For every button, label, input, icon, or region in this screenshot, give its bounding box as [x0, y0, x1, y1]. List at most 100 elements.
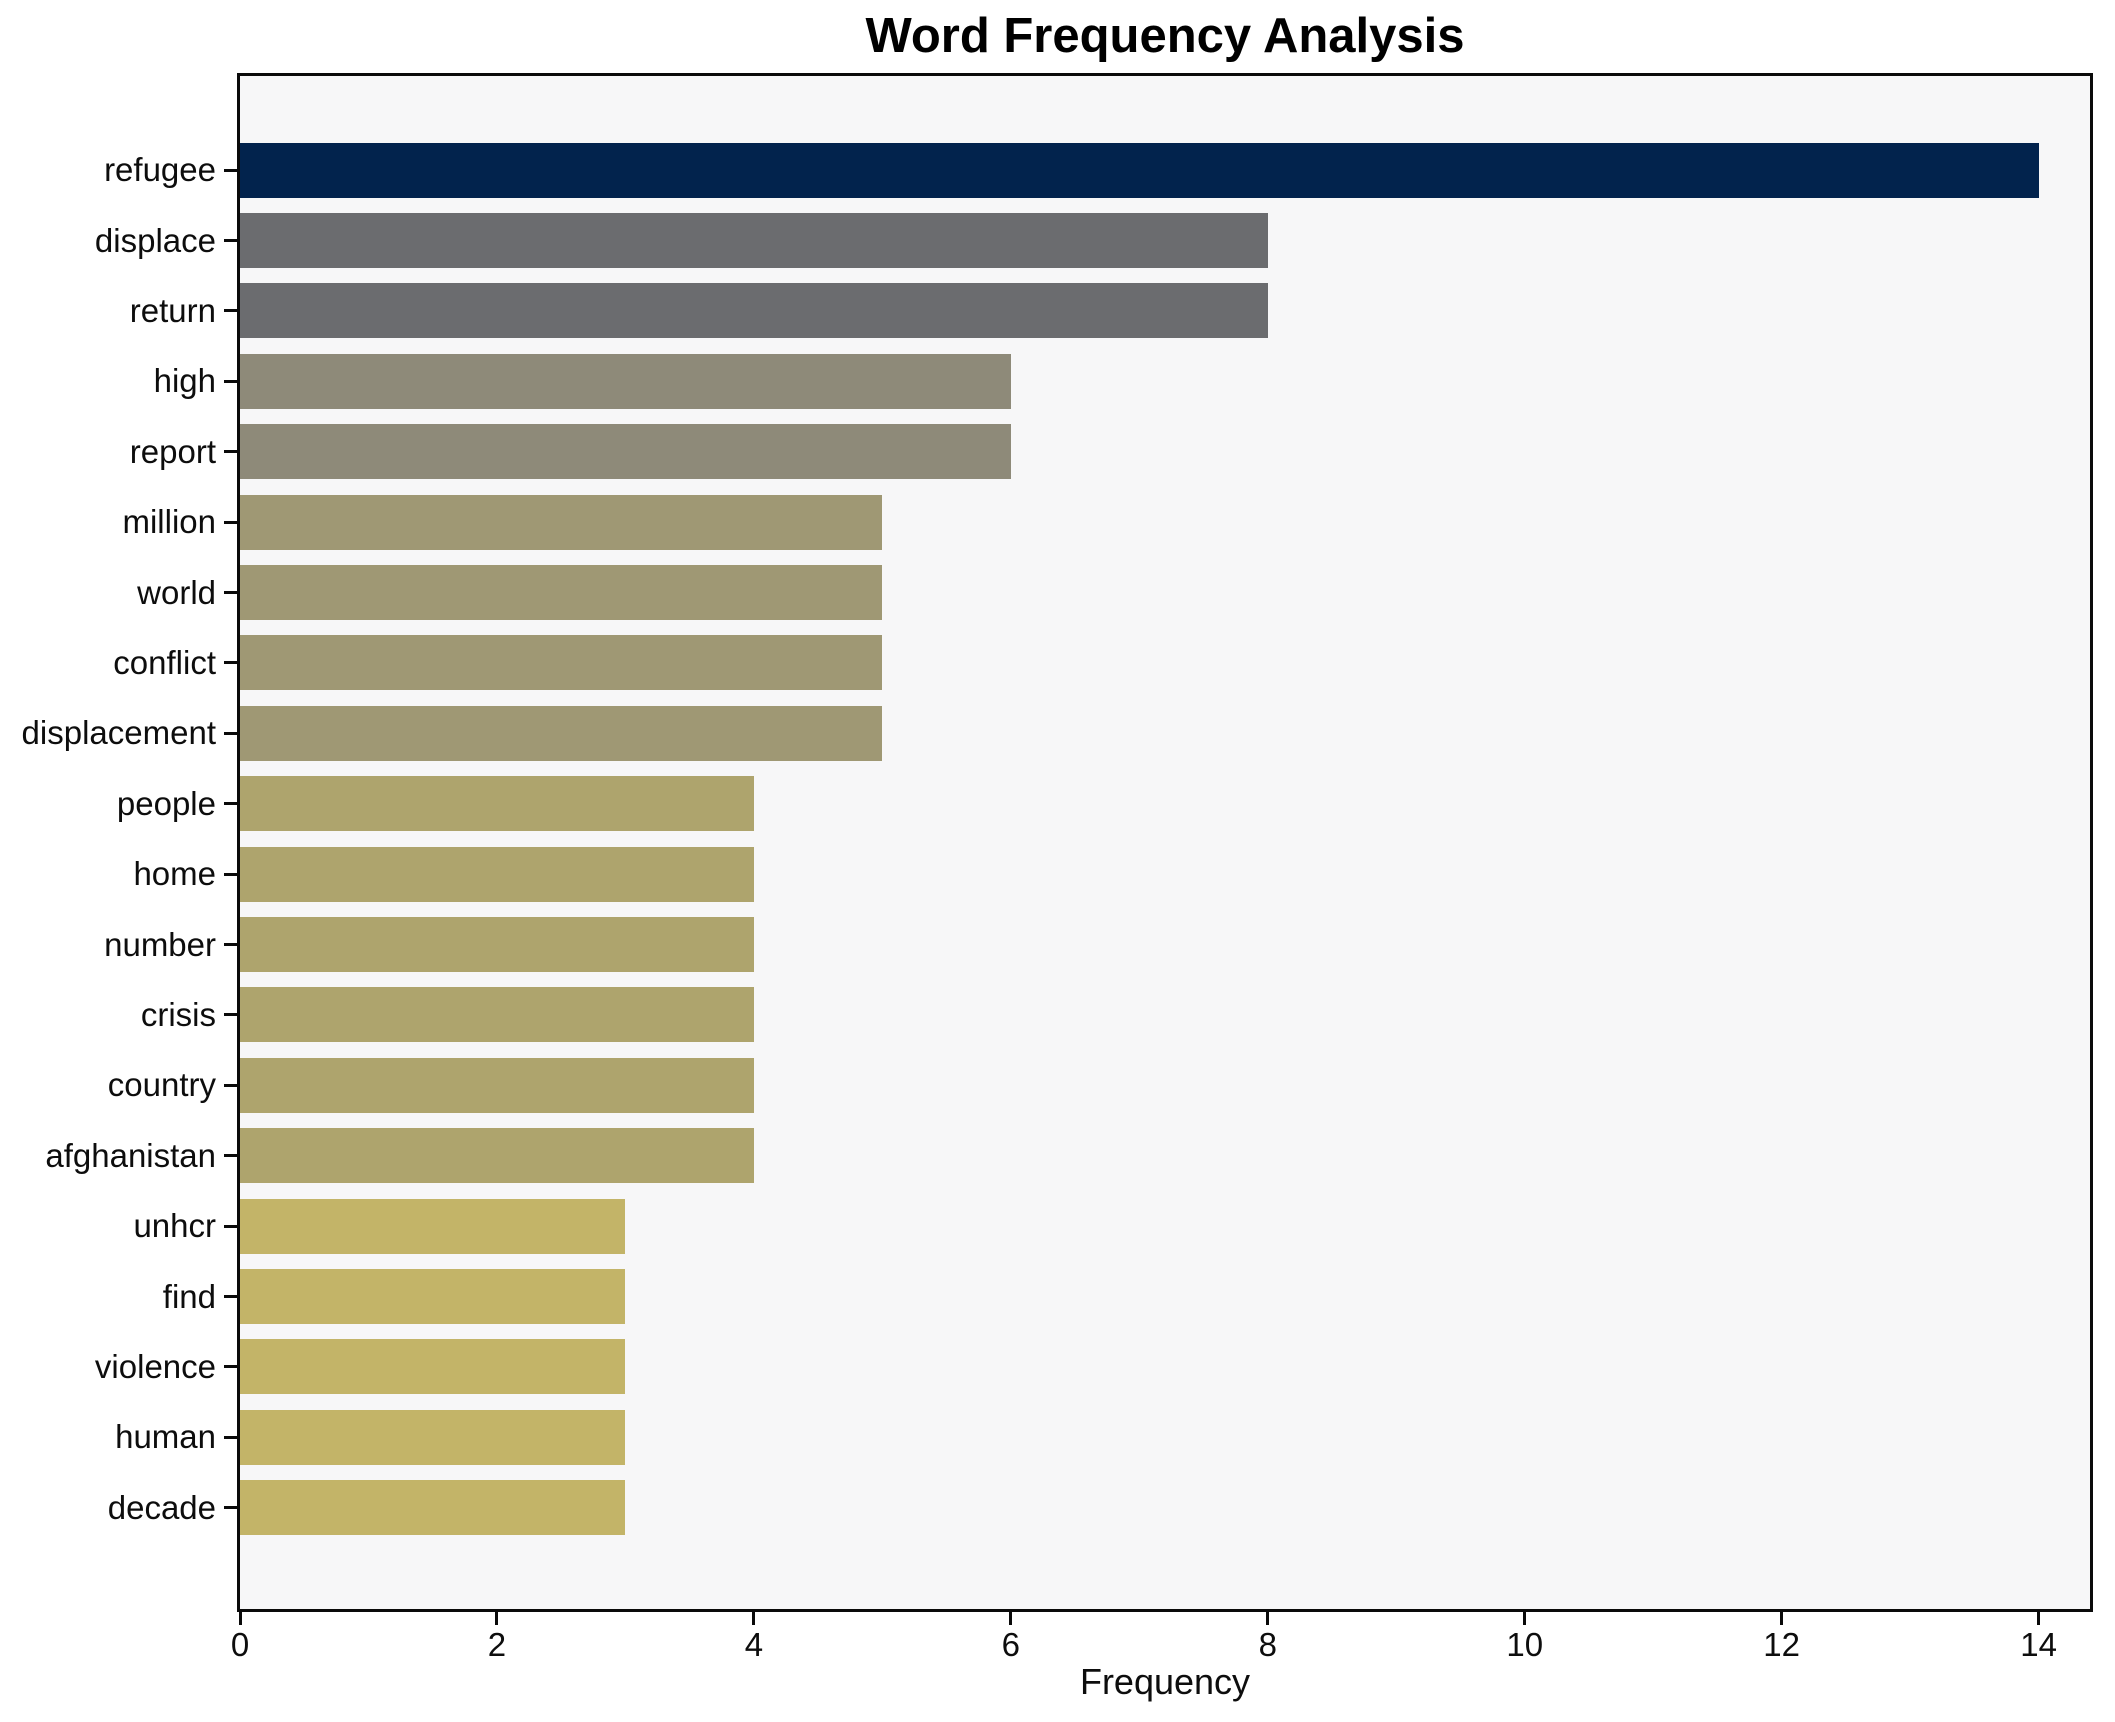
bar-row-conflict: conflict: [113, 628, 2090, 698]
bar-number: [240, 917, 754, 973]
y-tick-mark-high: [224, 379, 237, 383]
bar-unhcr: [240, 1198, 626, 1254]
x-tick-label-0: 0: [230, 1626, 250, 1663]
x-tick-mark-8: [1266, 1612, 1270, 1625]
bar-row-displace: displace: [95, 205, 2090, 275]
bar-row-decade: decade: [108, 1473, 2090, 1543]
bar-return: [240, 283, 1268, 339]
bar-displacement: [240, 705, 883, 761]
x-tick-mark-10: [1523, 1612, 1527, 1625]
y-tick-mark-find: [224, 1295, 237, 1299]
y-tick-mark-displacement: [224, 731, 237, 735]
bar-displace: [240, 213, 1268, 269]
bar-row-million: million: [122, 487, 2090, 557]
y-tick-label-refugee: refugee: [104, 151, 216, 189]
x-tick-mark-0: [238, 1612, 242, 1625]
y-tick-label-displace: displace: [94, 221, 216, 259]
y-tick-mark-unhcr: [224, 1224, 237, 1228]
bar-row-find: find: [163, 1261, 2090, 1331]
x-tick-label-10: 10: [1506, 1626, 1544, 1663]
bar-row-home: home: [133, 839, 2090, 909]
bars-layer: refugee displace return high report million wo…: [22, 135, 2090, 1543]
y-tick-mark-violence: [224, 1365, 237, 1369]
bar-row-displacement: displacement: [22, 698, 2090, 768]
y-tick-mark-number: [224, 943, 237, 947]
bar-people: [240, 776, 754, 832]
y-tick-label-million: million: [122, 503, 216, 541]
bar-conflict: [240, 635, 883, 691]
y-tick-label-people: people: [116, 784, 216, 822]
y-tick-label-report: report: [129, 432, 216, 470]
bar-row-country: country: [108, 1050, 2090, 1120]
bar-home: [240, 846, 754, 902]
y-tick-mark-home: [224, 872, 237, 876]
bar-violence: [240, 1339, 626, 1395]
y-tick-mark-decade: [224, 1506, 237, 1510]
y-tick-label-number: number: [104, 925, 216, 963]
y-tick-label-unhcr: unhcr: [133, 1207, 216, 1245]
plot-area: refugee displace return high report million wo…: [22, 73, 2093, 1702]
x-tick-mark-6: [1009, 1612, 1013, 1625]
y-tick-label-crisis: crisis: [140, 995, 216, 1033]
x-tick-label-14: 14: [2020, 1626, 2057, 1663]
bar-million: [240, 494, 883, 550]
y-tick-label-displacement: displacement: [21, 714, 216, 752]
bar-row-return: return: [130, 276, 2090, 346]
bar-report: [240, 424, 1011, 480]
bar-row-people: people: [117, 769, 2090, 839]
y-tick-label-find: find: [162, 1277, 216, 1315]
y-tick-label-decade: decade: [107, 1488, 216, 1526]
bar-human: [240, 1409, 626, 1465]
bar-afghanistan: [240, 1128, 754, 1184]
bar-row-crisis: crisis: [141, 980, 2090, 1050]
y-tick-mark-world: [224, 591, 237, 595]
y-tick-mark-return: [224, 309, 237, 313]
y-tick-mark-million: [224, 520, 237, 524]
bar-row-violence: violence: [95, 1332, 2090, 1402]
x-tick-label-8: 8: [1258, 1626, 1277, 1663]
y-tick-mark-people: [224, 802, 237, 806]
y-tick-label-high: high: [153, 362, 216, 400]
y-tick-label-home: home: [133, 855, 216, 893]
bar-crisis: [240, 987, 754, 1043]
bar-row-human: human: [115, 1402, 2090, 1472]
y-tick-mark-conflict: [224, 661, 237, 665]
bar-decade: [240, 1480, 626, 1536]
bar-country: [240, 1057, 754, 1113]
y-tick-label-afghanistan: afghanistan: [45, 1136, 216, 1174]
y-tick-label-conflict: conflict: [113, 643, 216, 681]
y-tick-mark-human: [224, 1435, 237, 1439]
bar-row-high: high: [154, 346, 2090, 416]
bar-high: [240, 353, 1011, 409]
bar-row-refugee: refugee: [104, 135, 2090, 205]
bar-row-afghanistan: afghanistan: [45, 1121, 2090, 1191]
bar-refugee: [240, 142, 2039, 198]
y-tick-mark-report: [224, 450, 237, 454]
x-tick-label-6: 6: [1001, 1626, 1021, 1663]
y-tick-label-world: world: [137, 573, 216, 611]
x-tick-label-2: 2: [487, 1626, 507, 1663]
y-tick-mark-displace: [224, 239, 237, 243]
bar-row-report: report: [130, 417, 2090, 487]
y-tick-label-country: country: [107, 1066, 216, 1104]
chart-title: Word Frequency Analysis: [865, 9, 1465, 63]
x-tick-mark-14: [2037, 1612, 2041, 1625]
y-tick-label-violence: violence: [94, 1347, 216, 1385]
x-axis-label: Frequency: [1079, 1661, 1251, 1702]
bar-world: [240, 565, 883, 621]
y-tick-label-human: human: [115, 1418, 216, 1456]
x-tick-mark-12: [1780, 1612, 1784, 1625]
y-tick-label-return: return: [129, 291, 216, 329]
bar-find: [240, 1269, 626, 1325]
bar-row-world: world: [137, 557, 2090, 627]
y-tick-mark-afghanistan: [224, 1154, 237, 1158]
y-tick-mark-country: [224, 1083, 237, 1087]
y-tick-mark-refugee: [224, 168, 237, 172]
x-tick-label-4: 4: [744, 1626, 764, 1663]
x-tick-mark-4: [752, 1612, 756, 1625]
x-tick-label-12: 12: [1763, 1626, 1801, 1663]
x-tick-mark-2: [495, 1612, 499, 1625]
y-tick-mark-crisis: [224, 1013, 237, 1017]
bar-row-unhcr: unhcr: [133, 1191, 2090, 1261]
